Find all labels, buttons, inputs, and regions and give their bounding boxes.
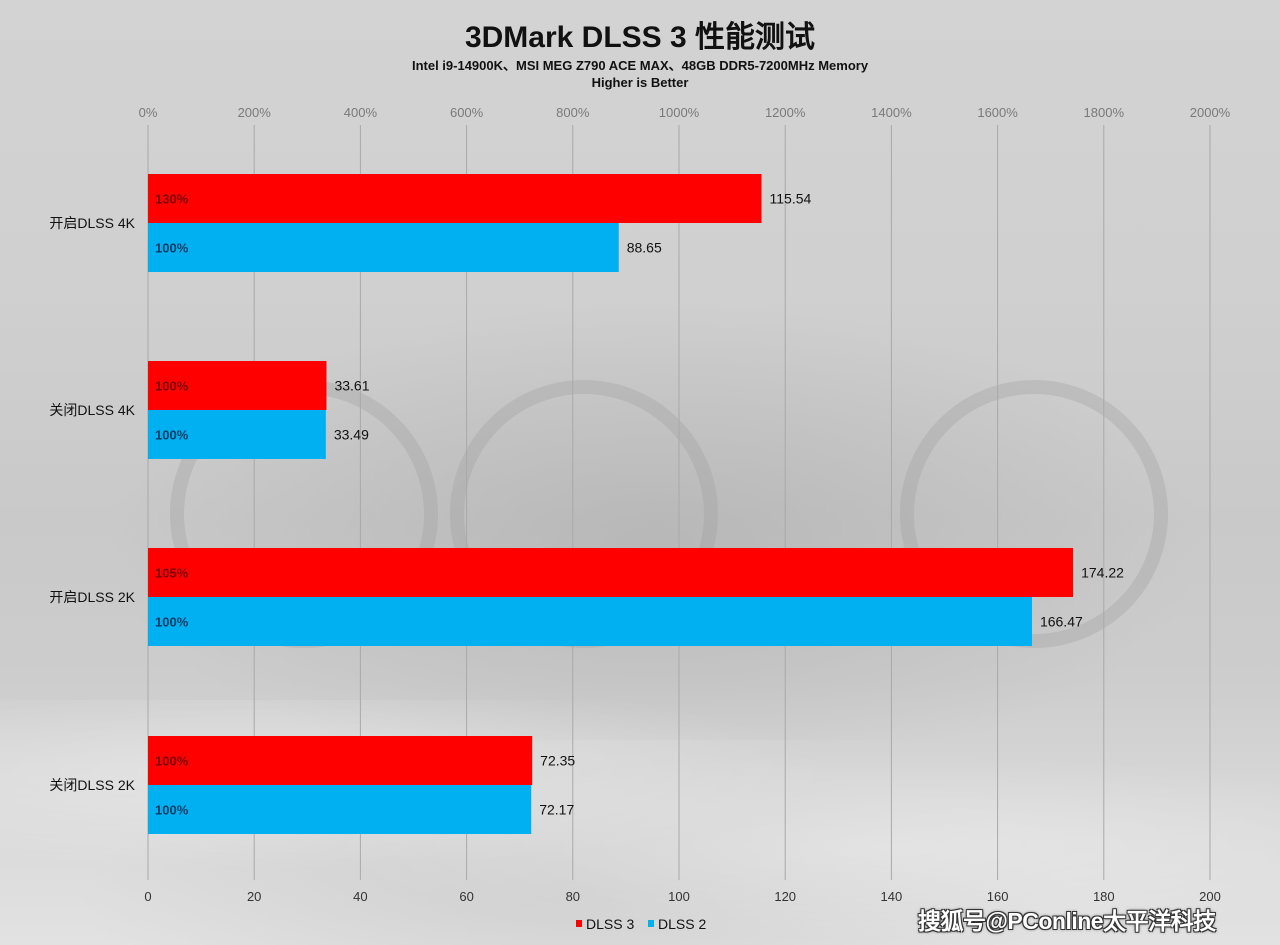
bar-dlss-2	[148, 785, 532, 834]
bottom-axis-tick-label: 180	[1093, 889, 1115, 904]
bottom-axis-tick-label: 80	[566, 889, 580, 904]
chart-title: 3DMark DLSS 3 性能测试	[464, 21, 816, 54]
bottom-axis-tick-label: 20	[247, 889, 261, 904]
top-axis-tick-label: 0%	[139, 105, 158, 120]
bar-percent-label: 105%	[155, 566, 189, 581]
bottom-axis-tick-label: 200	[1199, 889, 1221, 904]
bar-dlss-3	[148, 174, 762, 223]
bar-value-label: 33.49	[334, 427, 369, 443]
bottom-axis-tick-label: 40	[353, 889, 367, 904]
bar-dlss-3	[148, 736, 533, 785]
bar-percent-label: 100%	[155, 803, 189, 818]
bottom-axis-tick-label: 100	[668, 889, 690, 904]
bottom-axis-tick-label: 60	[459, 889, 473, 904]
bar-value-label: 166.47	[1040, 614, 1083, 630]
bar-dlss-2	[148, 597, 1032, 646]
bar-percent-label: 100%	[155, 379, 189, 394]
bar-value-label: 88.65	[627, 240, 662, 256]
bottom-axis-tick-label: 160	[987, 889, 1009, 904]
top-axis-tick-label: 800%	[556, 105, 590, 120]
bar-dlss-3	[148, 548, 1074, 597]
top-axis-tick-label: 200%	[238, 105, 272, 120]
bar-value-label: 72.35	[540, 753, 575, 769]
bottom-axis-tick-label: 140	[881, 889, 903, 904]
category-label: 开启DLSS 2K	[49, 589, 135, 605]
top-axis-tick-label: 400%	[344, 105, 378, 120]
bar-percent-label: 130%	[155, 192, 189, 207]
bar-percent-label: 100%	[155, 241, 189, 256]
top-axis-tick-label: 1400%	[871, 105, 912, 120]
category-label: 开启DLSS 4K	[49, 215, 135, 231]
bar-percent-label: 100%	[155, 428, 189, 443]
bar-dlss-2	[148, 223, 619, 272]
top-axis-tick-label: 2000%	[1190, 105, 1231, 120]
bottom-axis-tick-label: 0	[144, 889, 151, 904]
bar-value-label: 115.54	[770, 191, 812, 207]
legend-label: DLSS 2	[658, 916, 706, 932]
top-axis-tick-label: 1600%	[977, 105, 1018, 120]
legend-label: DLSS 3	[586, 916, 634, 932]
bar-value-label: 174.22	[1081, 565, 1124, 581]
watermark: 搜狐号@PConline太平洋科技	[918, 908, 1216, 934]
bar-dlss-3	[148, 361, 327, 410]
category-label: 关闭DLSS 4K	[49, 402, 135, 418]
chart-subtitle: Intel i9-14900K、MSI MEG Z790 ACE MAX、48G…	[411, 58, 869, 73]
bar-value-label: 72.17	[539, 802, 574, 818]
legend-swatch-dlss-3	[576, 920, 582, 927]
bar-dlss-2	[148, 410, 326, 459]
category-label: 关闭DLSS 2K	[49, 777, 135, 793]
top-axis-tick-label: 1200%	[765, 105, 806, 120]
chart-note: Higher is Better	[591, 75, 689, 90]
legend-swatch-dlss-2	[648, 920, 654, 927]
top-axis-tick-label: 1000%	[659, 105, 700, 120]
top-axis-tick-label: 1800%	[1084, 105, 1125, 120]
bottom-axis-tick-label: 120	[774, 889, 796, 904]
bar-value-label: 33.61	[334, 378, 369, 394]
bar-percent-label: 100%	[155, 754, 189, 769]
top-axis-tick-label: 600%	[450, 105, 484, 120]
bar-percent-label: 100%	[155, 615, 189, 630]
